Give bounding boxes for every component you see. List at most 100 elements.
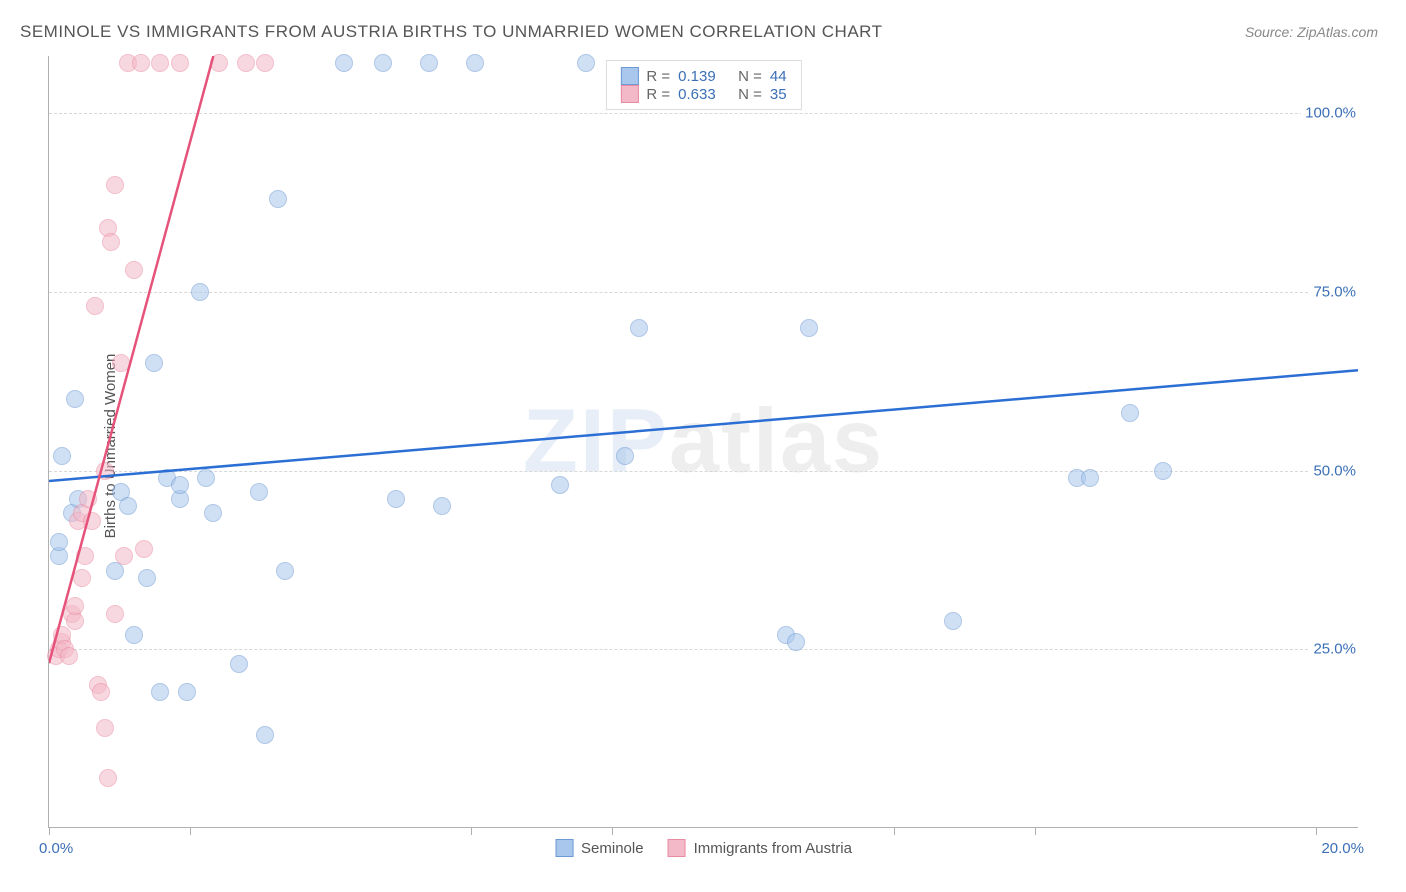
y-tick-label: 50.0% xyxy=(1309,462,1360,479)
legend-item: Immigrants from Austria xyxy=(668,839,852,857)
data-point-austria xyxy=(125,261,143,279)
data-point-austria xyxy=(135,540,153,558)
data-point-seminole xyxy=(1154,462,1172,480)
data-point-seminole xyxy=(466,54,484,72)
data-point-seminole xyxy=(230,655,248,673)
legend-row: R = 0.633 N = 35 xyxy=(620,85,786,103)
data-point-seminole xyxy=(256,726,274,744)
chart-container: SEMINOLE VS IMMIGRANTS FROM AUSTRIA BIRT… xyxy=(0,0,1406,892)
data-point-austria xyxy=(106,605,124,623)
data-point-austria xyxy=(73,569,91,587)
y-tick-label: 25.0% xyxy=(1309,641,1360,658)
legend-n-label: N = xyxy=(738,86,762,103)
data-point-seminole xyxy=(1081,469,1099,487)
data-point-austria xyxy=(151,54,169,72)
legend-correlation: R = 0.139 N = 44 R = 0.633 N = 35 xyxy=(605,60,801,110)
data-point-austria xyxy=(79,490,97,508)
x-tick xyxy=(612,827,613,835)
grid-line xyxy=(49,113,1358,114)
chart-source: Source: ZipAtlas.com xyxy=(1245,24,1378,40)
legend-swatch xyxy=(620,67,638,85)
data-point-seminole xyxy=(616,447,634,465)
data-point-austria xyxy=(237,54,255,72)
y-tick-label: 100.0% xyxy=(1301,105,1360,122)
data-point-austria xyxy=(83,512,101,530)
trend-lines xyxy=(49,56,1358,827)
data-point-austria xyxy=(132,54,150,72)
data-point-seminole xyxy=(191,283,209,301)
grid-line xyxy=(49,649,1358,650)
data-point-austria xyxy=(106,176,124,194)
data-point-seminole xyxy=(335,54,353,72)
data-point-austria xyxy=(99,769,117,787)
data-point-seminole xyxy=(374,54,392,72)
watermark-prefix: ZIP xyxy=(523,391,669,491)
legend-n-value: 35 xyxy=(770,86,787,103)
data-point-austria xyxy=(92,683,110,701)
plot-area: ZIPatlas R = 0.139 N = 44 R = 0.633 N = … xyxy=(48,56,1358,828)
legend-n-value: 44 xyxy=(770,68,787,85)
data-point-seminole xyxy=(944,612,962,630)
grid-line xyxy=(49,292,1358,293)
data-point-seminole xyxy=(145,354,163,372)
legend-swatch xyxy=(620,85,638,103)
data-point-austria xyxy=(86,297,104,315)
data-point-seminole xyxy=(433,497,451,515)
data-point-seminole xyxy=(178,683,196,701)
x-tick xyxy=(49,827,50,835)
data-point-seminole xyxy=(204,504,222,522)
x-tick xyxy=(190,827,191,835)
data-point-seminole xyxy=(197,469,215,487)
data-point-seminole xyxy=(551,476,569,494)
data-point-seminole xyxy=(387,490,405,508)
data-point-seminole xyxy=(125,626,143,644)
data-point-austria xyxy=(76,547,94,565)
watermark-suffix: atlas xyxy=(669,391,884,491)
data-point-seminole xyxy=(151,683,169,701)
data-point-austria xyxy=(171,54,189,72)
x-tick-label: 20.0% xyxy=(1321,840,1364,857)
data-point-seminole xyxy=(269,190,287,208)
legend-label: Seminole xyxy=(581,840,644,857)
data-point-seminole xyxy=(787,633,805,651)
legend-swatch xyxy=(668,839,686,857)
data-point-seminole xyxy=(630,319,648,337)
data-point-austria xyxy=(96,719,114,737)
legend-r-value: 0.139 xyxy=(678,68,730,85)
y-tick-label: 75.0% xyxy=(1309,283,1360,300)
data-point-seminole xyxy=(420,54,438,72)
legend-n-label: N = xyxy=(738,68,762,85)
data-point-seminole xyxy=(577,54,595,72)
data-point-seminole xyxy=(800,319,818,337)
data-point-seminole xyxy=(276,562,294,580)
data-point-austria xyxy=(210,54,228,72)
legend-r-label: R = xyxy=(646,86,670,103)
data-point-seminole xyxy=(171,476,189,494)
data-point-seminole xyxy=(53,447,71,465)
legend-swatch xyxy=(555,839,573,857)
chart-title: SEMINOLE VS IMMIGRANTS FROM AUSTRIA BIRT… xyxy=(20,22,883,42)
legend-label: Immigrants from Austria xyxy=(694,840,852,857)
legend-r-label: R = xyxy=(646,68,670,85)
x-tick-label: 0.0% xyxy=(39,840,73,857)
data-point-seminole xyxy=(138,569,156,587)
data-point-austria xyxy=(256,54,274,72)
watermark: ZIPatlas xyxy=(523,390,884,493)
data-point-seminole xyxy=(119,497,137,515)
data-point-austria xyxy=(115,547,133,565)
legend-item: Seminole xyxy=(555,839,644,857)
legend-series: Seminole Immigrants from Austria xyxy=(555,839,852,857)
legend-r-value: 0.633 xyxy=(678,86,730,103)
x-tick xyxy=(1035,827,1036,835)
legend-row: R = 0.139 N = 44 xyxy=(620,67,786,85)
data-point-seminole xyxy=(66,390,84,408)
x-tick xyxy=(1316,827,1317,835)
data-point-austria xyxy=(102,233,120,251)
data-point-seminole xyxy=(1121,404,1139,422)
data-point-seminole xyxy=(50,533,68,551)
data-point-austria xyxy=(112,354,130,372)
data-point-austria xyxy=(60,647,78,665)
data-point-austria xyxy=(66,597,84,615)
x-tick xyxy=(471,827,472,835)
x-tick xyxy=(894,827,895,835)
